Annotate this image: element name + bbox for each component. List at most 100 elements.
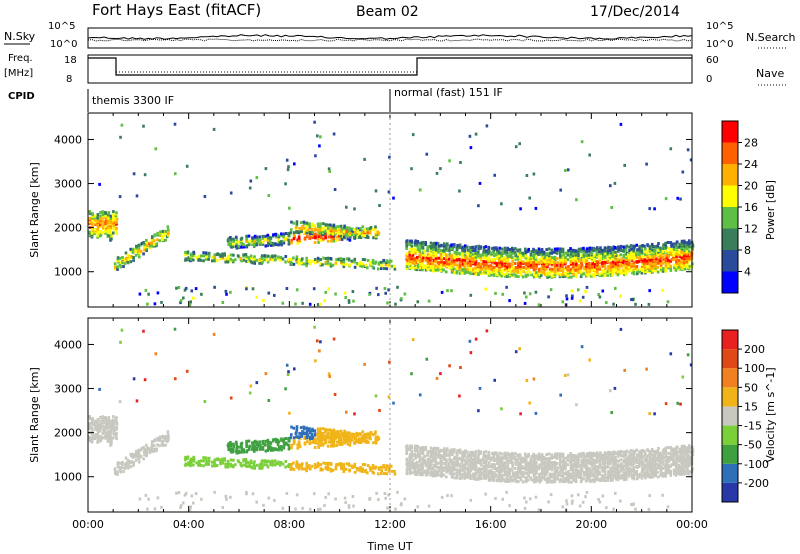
power-cell-855	[353, 231, 357, 235]
power-cell-2126	[617, 269, 620, 273]
velocity-cell-1823	[566, 457, 570, 461]
velocity-cell-766	[309, 437, 312, 441]
power-cell-1089	[437, 247, 441, 251]
velocity-cell-119	[109, 419, 113, 423]
power-cell-64	[101, 231, 104, 235]
velocity-cell-1234	[463, 458, 467, 462]
power-cell-1533	[516, 268, 520, 272]
velocity-cell-1348	[482, 450, 486, 454]
velocity-cell-1715	[548, 472, 552, 476]
velocity-cell-1404	[492, 459, 496, 463]
power-cell-793	[321, 226, 325, 230]
velocity-cell-3	[88, 435, 91, 439]
power-cell-1069	[434, 256, 438, 260]
power-cell-1636	[535, 274, 538, 278]
velocity-cell-812	[332, 439, 336, 443]
velocity-cell-80	[104, 430, 107, 434]
velocity-cell-659	[319, 443, 322, 447]
velocity-cell-592	[272, 438, 275, 442]
power-cell-2367	[657, 250, 660, 254]
power-cell-2687	[147, 292, 150, 296]
power-cell-38	[96, 234, 100, 238]
velocity-cell-488	[383, 472, 386, 475]
velocity-cell-2120	[614, 455, 617, 459]
power-cell-2232	[636, 272, 639, 276]
velocity-cell-1214	[461, 467, 465, 471]
power-cell-2689	[375, 286, 378, 290]
velocity-cell-1037	[429, 458, 432, 462]
power-cell-491	[385, 267, 389, 271]
power-cell-2354	[654, 252, 658, 256]
power-cell-155	[116, 256, 120, 260]
power-cell-2201	[630, 264, 634, 268]
velocity-cell-49	[96, 421, 99, 425]
velocity-cell-518	[232, 444, 235, 448]
velocity-cell-640	[306, 440, 309, 444]
power-cell-933	[411, 253, 415, 257]
velocity-cell-852	[351, 432, 354, 436]
velocity-cell-563	[255, 440, 259, 444]
power-cell-2360	[656, 265, 659, 269]
power-cell-1532	[517, 271, 520, 274]
power-cell-2042	[604, 267, 607, 271]
power-cell-2122	[613, 246, 617, 249]
power-cell-833	[340, 227, 344, 231]
velocity-cell-2000	[595, 465, 599, 469]
power-cell-794	[322, 222, 325, 226]
velocity-cell-1582	[524, 459, 528, 463]
power-cell-609	[282, 239, 286, 243]
power-cell-151	[116, 265, 119, 269]
velocity-cell-654	[316, 442, 320, 446]
velocity-cell-377	[281, 462, 285, 466]
velocity-cell-905	[405, 449, 408, 453]
power-cell-2756	[666, 300, 670, 304]
noise-right-tick-high: 10^5	[706, 21, 733, 32]
velocity-cell-1792	[562, 462, 565, 466]
power-cell-1246	[466, 261, 470, 265]
velocity-cell-1512	[511, 461, 514, 465]
velocity-cell-325	[236, 459, 240, 463]
power-cell-347	[255, 258, 259, 262]
velocity-cell-2137	[617, 453, 621, 456]
power-cell-661	[319, 233, 323, 237]
power-cell-884	[371, 228, 375, 232]
velocity-cell-1356	[485, 466, 488, 470]
power-cell-2284	[644, 253, 647, 256]
velocity-cell-1973	[590, 451, 594, 455]
velocity-cell-1266	[469, 456, 473, 460]
power-cell-2104	[614, 272, 618, 276]
velocity-cell-2023	[598, 453, 601, 457]
velocity-cell-447	[342, 462, 346, 466]
power-cell-775	[311, 222, 314, 226]
velocity-cell-2177	[625, 460, 629, 464]
power-cell-2653	[378, 204, 381, 207]
velocity-cell-1649	[534, 454, 538, 458]
power-cell-2368	[657, 248, 660, 252]
power-cell-2413	[664, 249, 668, 253]
power-cell-2250	[637, 257, 641, 261]
power-cell-2293	[646, 262, 649, 266]
power-cell-2253	[638, 251, 642, 255]
power-cell-76	[104, 231, 107, 235]
power-cell-651	[313, 234, 317, 238]
velocity-cell-1085	[437, 461, 441, 465]
velocity-cell-770	[308, 427, 311, 431]
power-cell-2363	[656, 258, 660, 262]
power-cell-2450	[672, 257, 676, 260]
power-cell-883	[372, 236, 375, 240]
velocity-cell-1606	[529, 468, 533, 472]
power-cell-1192	[455, 251, 459, 255]
power-cell-539	[245, 244, 249, 248]
velocity-cell-88	[104, 415, 107, 419]
velocity-cell-623	[290, 443, 293, 447]
power-cell-2455	[673, 247, 676, 251]
power-cell-797	[324, 225, 327, 229]
velocity-cell-959	[416, 468, 420, 472]
power-cell-1228	[464, 267, 467, 271]
velocity-cell-1241	[466, 474, 470, 478]
power-cell-759	[306, 230, 309, 234]
power-cell-1737	[551, 250, 555, 254]
power-cell-588	[268, 236, 272, 240]
power-cell-2580	[327, 167, 331, 171]
